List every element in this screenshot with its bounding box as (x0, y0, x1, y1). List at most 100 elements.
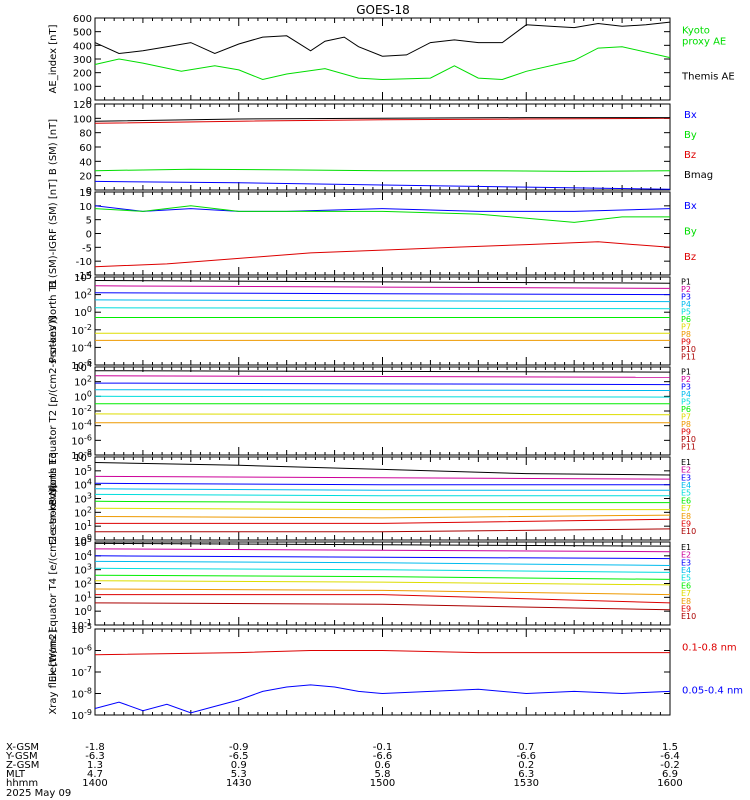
y-tick-label: 103 (74, 492, 92, 506)
y-axis-label: Electrons Equator T4 [e/(cm2-s-sr-keV)] (48, 485, 59, 682)
legend-label: E3 (681, 473, 691, 482)
y-tick-label: 400 (73, 41, 92, 52)
series-line (94, 168, 671, 172)
y-axis-label: AE_index [nT] (48, 24, 59, 93)
panel-frame (94, 366, 671, 456)
legend-label: Bz (684, 150, 696, 161)
legend-label: E1 (681, 458, 691, 467)
series-line (94, 542, 671, 547)
panel-frame (94, 541, 671, 626)
series-line (94, 507, 670, 511)
legend-label: E2 (681, 551, 691, 560)
y-tick-label: 105 (74, 535, 92, 549)
legend-label: E6 (681, 496, 691, 505)
series-line (94, 548, 671, 553)
footer-value: 6.9 (662, 769, 678, 780)
footer-value: 4.7 (87, 769, 103, 780)
y-tick-label: 100 (73, 82, 92, 93)
y-tick-label: 104 (74, 478, 92, 492)
legend-label: E2 (681, 466, 691, 475)
y-tick-label: 60 (79, 143, 92, 154)
y-tick-label: 104 (74, 549, 92, 563)
y-tick-label: 120 (73, 100, 92, 111)
footer-value: 5.3 (231, 769, 247, 780)
legend-label: E9 (681, 519, 691, 528)
series-line (94, 580, 671, 586)
y-tick-label: 20 (79, 172, 92, 183)
series-line (94, 241, 671, 268)
legend-label: P2 (681, 285, 691, 294)
y-axis-label: B (SM) [nT] (48, 119, 59, 175)
series-line (94, 46, 671, 81)
panel-frame (94, 17, 671, 101)
footer-value: -6.5 (229, 751, 249, 762)
chart-panel-8: 10-9 10-8 10-7 10-6 10-5 Xray flux [W/m2] 0.1-… (48, 622, 743, 722)
legend-label: E10 (681, 527, 696, 536)
legend-label: Bmag (684, 170, 713, 181)
legend-label: 0.05-0.4 nm (682, 686, 743, 697)
series-line (95, 594, 671, 604)
y-tick-label: 500 (73, 28, 92, 39)
y-tick-label: 100 (74, 305, 92, 319)
plot-title: GOES-18 (356, 3, 410, 17)
y-tick-label: -15 (76, 271, 92, 282)
legend-label: P9 (681, 427, 691, 436)
legend-label: E5 (681, 574, 691, 583)
series-line (94, 488, 670, 491)
legend-label: E5 (681, 489, 691, 498)
legend-label: P11 (681, 352, 696, 361)
y-tick-label: 0 (86, 96, 92, 107)
series-line (94, 395, 671, 398)
legend-label: 0.1-0.8 nm (682, 643, 737, 654)
footer-value: -0.1 (373, 742, 393, 753)
legend-label: P8 (681, 330, 691, 339)
legend-label: P4 (681, 390, 691, 399)
footer-row-label: 2025 May 09 (6, 788, 71, 799)
legend-label: P6 (681, 405, 691, 414)
y-axis-label: Protons Equator T2 [p/(cm2-s-sr-keV)] (48, 316, 59, 505)
series-line (94, 574, 671, 580)
y-tick-label: 10-5 (71, 622, 92, 636)
legend-label: P1 (681, 278, 691, 287)
footer-value: 5.8 (375, 769, 391, 780)
legend-label: By (684, 130, 697, 141)
legend-label: By (684, 227, 697, 238)
series-line (95, 518, 671, 524)
y-tick-label: 102 (74, 375, 92, 389)
legend-label: Bx (684, 201, 697, 212)
legend-label: proxy AE (682, 37, 726, 48)
footer-value: -0.9 (229, 742, 249, 753)
y-tick-label: 101 (74, 519, 92, 533)
y-tick-label: 10-6 (71, 358, 92, 372)
legend-label: P3 (681, 293, 691, 302)
y-tick-label: 10-4 (71, 340, 92, 354)
y-tick-label: 105 (74, 464, 92, 478)
footer-value: 1.5 (662, 742, 678, 753)
footer-value: 0.9 (231, 760, 247, 771)
legend-label: P5 (681, 308, 691, 317)
footer-value: -1.8 (85, 742, 105, 753)
legend-label: E7 (681, 504, 691, 513)
series-line (94, 117, 670, 122)
footer-value: 1.3 (87, 760, 103, 771)
series-line (94, 560, 671, 566)
legend-label: E10 (681, 612, 696, 621)
legend-label: Kyoto (682, 26, 710, 37)
y-tick-label: 100 (74, 533, 92, 547)
y-tick-label: 10-7 (71, 665, 92, 679)
legend-label: P5 (681, 398, 691, 407)
legend-label: P7 (681, 412, 691, 421)
footer-row-label: MLT (6, 769, 26, 780)
chart-panel-2: 0 20 40 60 80 100 120 B (SM) [nT] Bx By Bz Bmag (48, 100, 713, 197)
footer-value: -0.2 (660, 760, 680, 771)
series-line (94, 588, 671, 596)
y-tick-label: 102 (74, 288, 92, 302)
y-tick-label: 106 (74, 450, 92, 464)
series-line (94, 375, 671, 378)
legend-label: P9 (681, 337, 691, 346)
y-tick-label: 10-6 (71, 644, 92, 658)
y-tick-label: 600 (73, 14, 92, 25)
footer-value: -6.6 (373, 751, 393, 762)
